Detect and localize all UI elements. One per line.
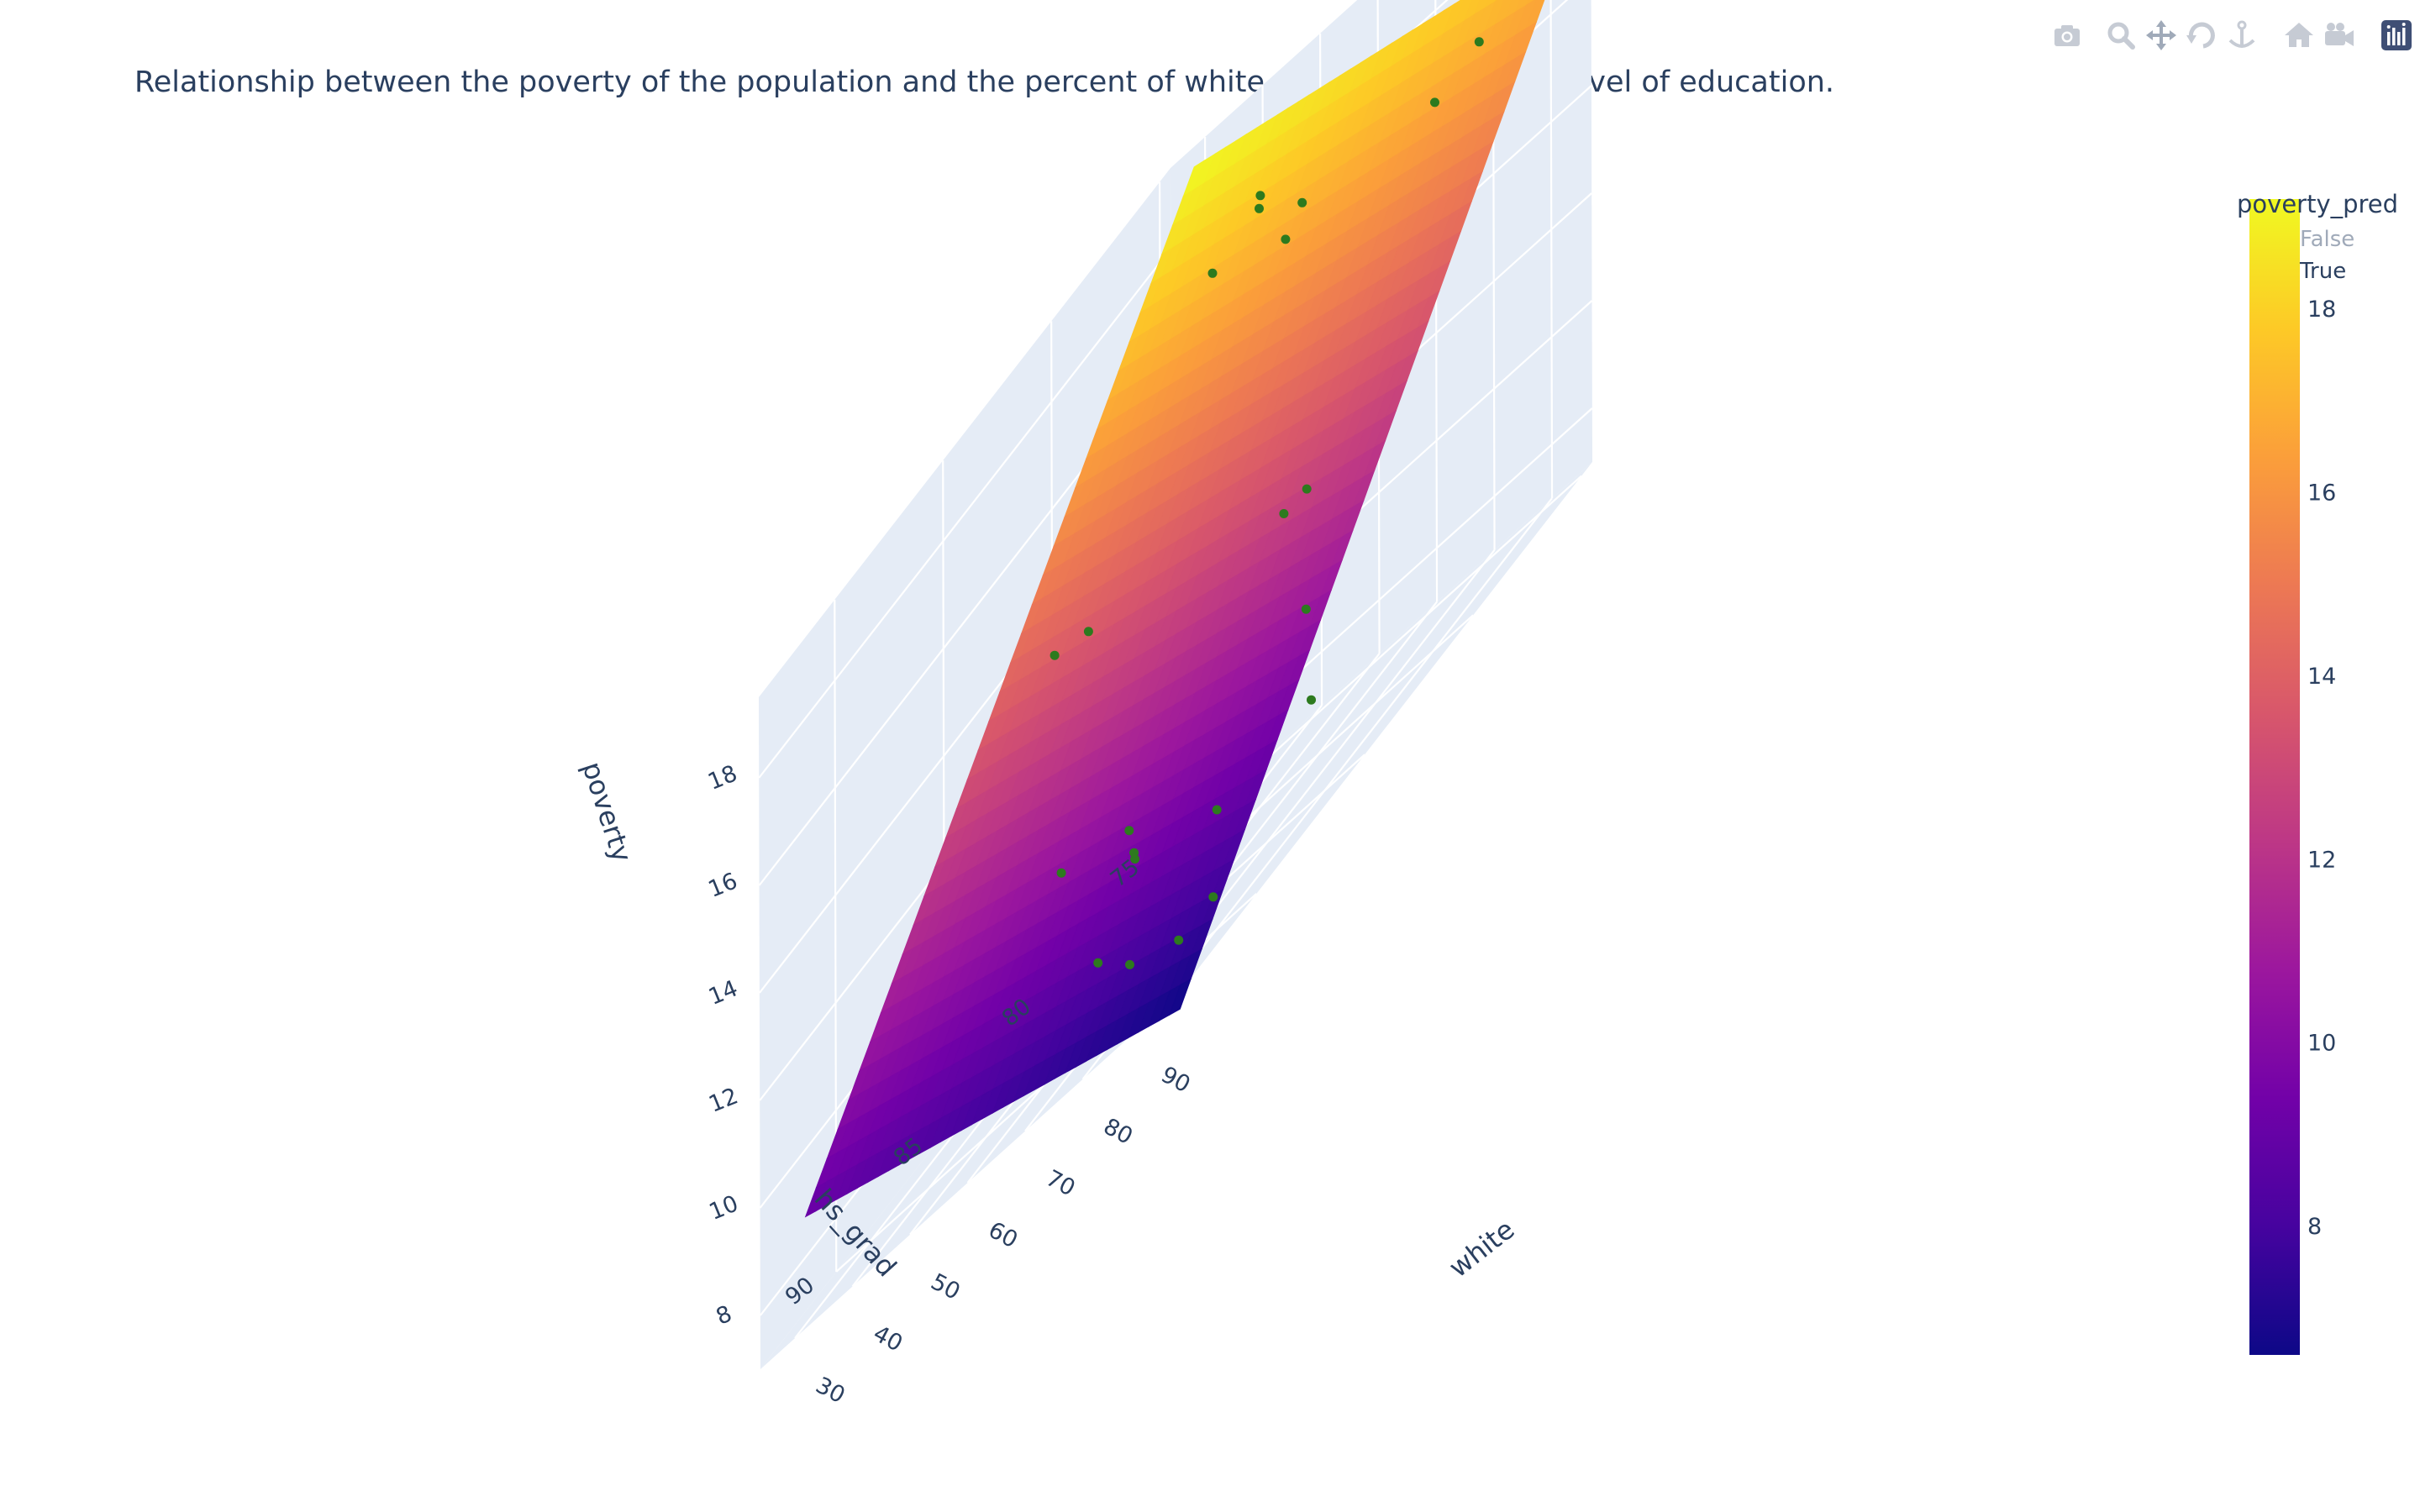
data-point[interactable] — [1129, 848, 1139, 858]
data-point[interactable] — [1208, 892, 1218, 902]
data-point[interactable] — [1125, 959, 1134, 969]
data-point[interactable] — [1056, 868, 1066, 878]
camera-icon[interactable] — [2050, 18, 2084, 52]
data-point[interactable] — [1255, 203, 1264, 213]
legend-item-false[interactable]: False — [2300, 227, 2354, 252]
data-point[interactable] — [1174, 935, 1184, 945]
data-point[interactable] — [1301, 604, 1311, 614]
pan-icon[interactable] — [2144, 18, 2178, 52]
home-icon[interactable] — [2282, 18, 2316, 52]
tick-label-white: 70 — [1042, 1165, 1080, 1202]
data-point[interactable] — [1297, 197, 1307, 207]
grid-poverty — [758, 248, 1172, 779]
colorbar-tick-label: 18 — [2307, 297, 2336, 323]
legend-item-true[interactable]: True — [2299, 259, 2346, 284]
colorbar-tick-label: 12 — [2307, 847, 2336, 873]
data-point[interactable] — [1124, 826, 1134, 836]
grid-white — [1139, 497, 1553, 1028]
data-point[interactable] — [1207, 268, 1218, 278]
tick-label-white: 30 — [812, 1373, 850, 1410]
colorbar: 8 10 12 14 16 18 — [2249, 199, 2336, 1355]
data-point[interactable] — [1255, 191, 1265, 201]
legend-title: poverty_pred — [2237, 190, 2398, 218]
grid-white — [1549, 0, 1554, 499]
data-point[interactable] — [1093, 958, 1103, 968]
colorbar-tick-label: 14 — [2307, 664, 2336, 690]
tick-label-poverty: 14 — [705, 975, 741, 1011]
tick-label-white: 90 — [1157, 1062, 1195, 1099]
data-point[interactable] — [1050, 650, 1060, 660]
tick-label-poverty: 8 — [713, 1301, 736, 1331]
orbit-rotate-icon[interactable] — [2185, 18, 2218, 52]
data-point[interactable] — [1302, 484, 1312, 494]
data-point[interactable] — [1279, 509, 1289, 518]
data-point[interactable] — [1430, 97, 1439, 108]
tick-label-poverty: 18 — [704, 760, 740, 795]
tick-label-white: 60 — [984, 1217, 1022, 1254]
surface-cell — [1168, 978, 1192, 1016]
colorbar-tick-label: 16 — [2307, 480, 2336, 507]
tick-label-poverty: 10 — [706, 1190, 742, 1226]
camera-view-icon[interactable] — [2323, 18, 2356, 52]
data-point[interactable] — [1281, 234, 1291, 244]
axis-title-white: white — [1443, 1213, 1520, 1284]
data-point[interactable] — [1212, 805, 1222, 815]
tick-label-poverty: 16 — [705, 868, 741, 903]
zoom-icon[interactable] — [2104, 18, 2138, 52]
legend[interactable]: poverty_pred False True — [2237, 190, 2398, 284]
plotly-logo-icon[interactable] — [2380, 18, 2413, 52]
data-point[interactable] — [1474, 37, 1484, 47]
data-point[interactable] — [1083, 627, 1093, 637]
data-point[interactable] — [1307, 695, 1316, 705]
grid-white — [1491, 0, 1496, 550]
tick-label-white: 80 — [1099, 1114, 1137, 1151]
colorbar-tick-label: 10 — [2307, 1031, 2336, 1057]
tick-label-white: 40 — [869, 1320, 907, 1357]
colorbar-gradient — [2249, 199, 2300, 1355]
tick-label-poverty: 12 — [705, 1083, 741, 1118]
scatter-points — [1050, 37, 1484, 969]
tick-label-white: 50 — [927, 1268, 965, 1305]
colorbar-tick-label: 8 — [2307, 1214, 2322, 1240]
surface-poverty-pred — [804, 0, 1545, 1218]
turntable-rotate-icon[interactable] — [2225, 18, 2259, 52]
axis-title-poverty: poverty — [576, 758, 638, 866]
